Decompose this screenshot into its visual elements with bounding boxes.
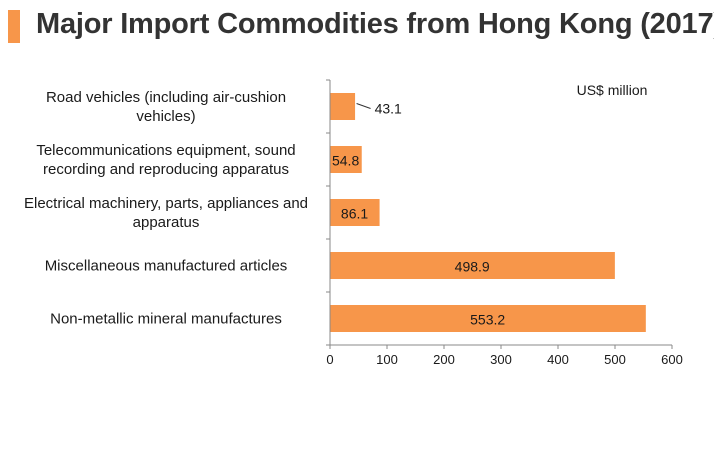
data-label: 54.8	[332, 153, 359, 169]
unit-label: US$ million	[577, 82, 648, 98]
category-label: Road vehicles (including air-cushion	[46, 89, 286, 106]
data-label: 43.1	[375, 101, 402, 117]
bar	[330, 146, 362, 173]
bar	[330, 305, 646, 332]
x-tick-label: 300	[490, 352, 512, 367]
category-label: Miscellaneous manufactured articles	[45, 258, 288, 275]
x-tick-label: 0	[326, 352, 333, 367]
data-label: 498.9	[455, 259, 490, 275]
category-label: Non-metallic mineral manufactures	[50, 311, 282, 328]
category-label: apparatus	[133, 214, 200, 231]
x-tick-label: 100	[376, 352, 398, 367]
page-title: Major Import Commodities from Hong Kong …	[36, 8, 714, 40]
x-tick-label: 400	[547, 352, 569, 367]
bar	[330, 252, 615, 279]
x-tick-label: 500	[604, 352, 626, 367]
title-accent-bar	[8, 10, 20, 43]
data-label-leader	[356, 103, 371, 109]
x-tick-label: 600	[661, 352, 683, 367]
data-label: 553.2	[470, 312, 505, 328]
x-tick-label: 200	[433, 352, 455, 367]
category-label: Electrical machinery, parts, appliances …	[24, 195, 308, 212]
bar	[330, 93, 356, 120]
category-label: vehicles)	[136, 108, 195, 125]
category-label: recording and reproducing apparatus	[43, 161, 289, 178]
data-label: 86.1	[341, 206, 368, 222]
bar	[330, 199, 380, 226]
category-label: Telecommunications equipment, sound	[36, 142, 295, 159]
